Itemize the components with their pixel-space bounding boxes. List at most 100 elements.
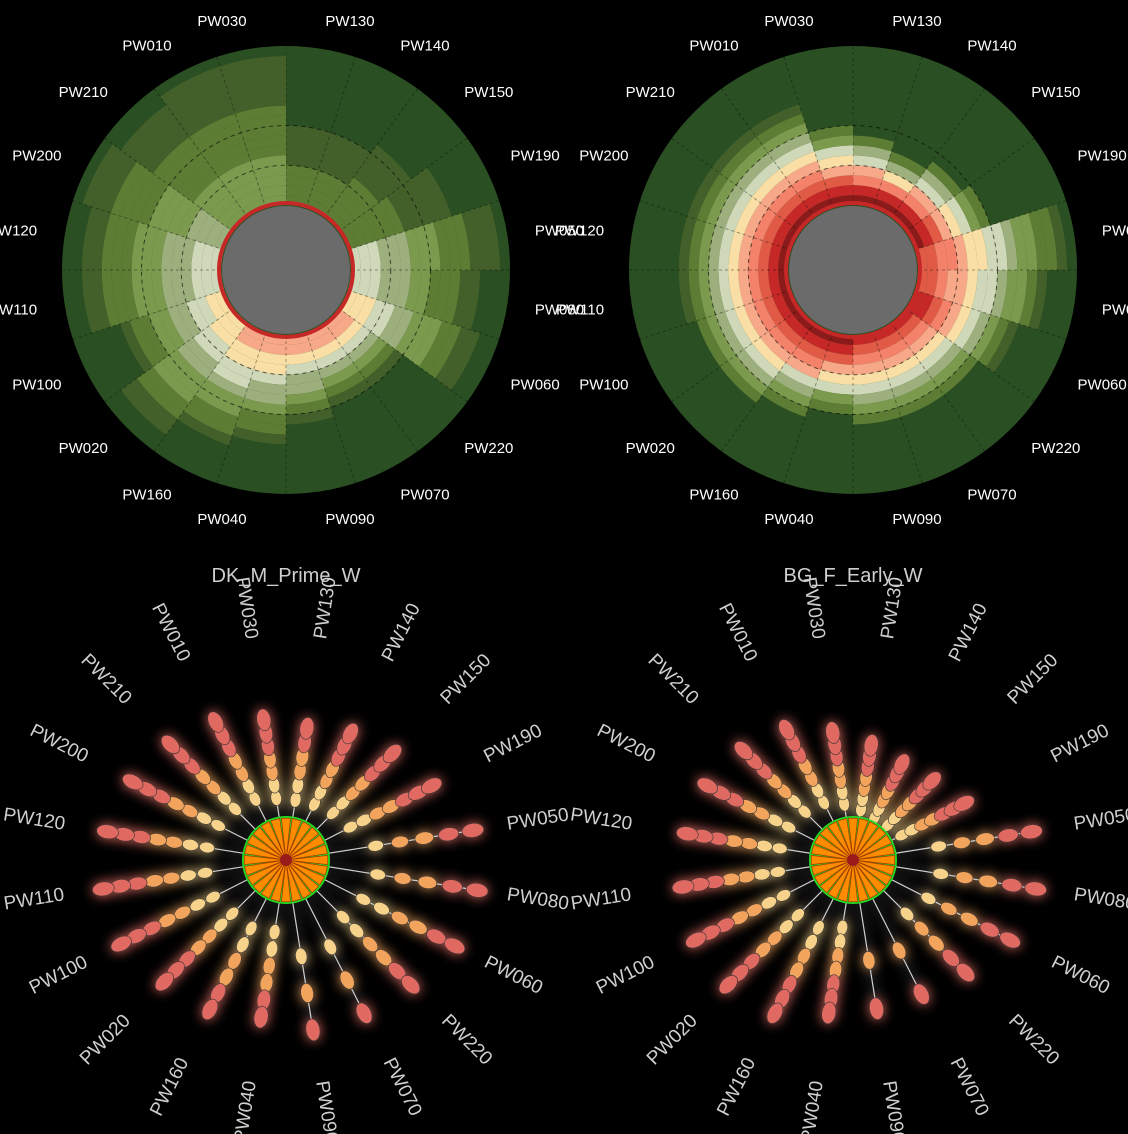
bar-segment-PW120 [71,203,92,270]
bar-segment-PW060 [402,314,433,361]
leaf-PW040 [836,919,848,936]
bar-segment-PW040 [256,350,286,365]
bar-segment-PW030 [225,75,286,95]
bar-segment-PW210 [209,193,237,221]
bar-segment-PW090 [286,379,325,395]
bar-segment-PW070 [900,394,950,427]
bar-segment-PW020 [161,354,202,395]
bar-segment-PW020 [744,343,780,379]
bar-segment-PW190 [386,190,414,232]
bar-segment-PW060 [362,299,386,332]
leaf-PW090 [869,997,884,1020]
leaf-PW110 [162,871,181,885]
bar-segment-PW070 [321,362,360,389]
bar-segment-PW150 [891,209,914,232]
star-petal [837,818,854,861]
bar-segment-PW010 [201,132,245,162]
leaf-PW060 [979,921,1000,938]
bar-segment-PW080 [1018,270,1038,327]
bar-segment-PW060 [435,326,471,385]
bar-segment-PW190 [921,214,944,244]
bar-segment-PW120 [728,231,744,270]
bar-segment-PW220 [926,343,962,379]
bar-segment-PW220 [937,354,978,395]
bar-segment-PW200 [725,190,753,232]
bar-segment-PW020 [760,331,792,363]
sector-divider [872,56,923,209]
bar-segment-PW020 [225,308,248,331]
bar-segment-PW030 [811,135,853,152]
bar-segment-PW050 [1037,206,1058,270]
bar-segment-PW100 [186,299,210,332]
leaf-PW140 [893,753,911,775]
star-petal [852,859,879,899]
sector-label-PW220: PW220 [1031,440,1080,457]
bar-segment-PW130 [286,175,316,190]
leaf-PW080 [465,882,489,898]
bar-segment-PW190 [929,208,953,241]
sector-label-PW140: PW140 [400,37,449,54]
bar-segment-PW060 [451,333,490,396]
bar-segment-PW020 [728,354,769,395]
bar-segment-PW210 [136,120,184,168]
ray-label-PW090: PW090 [878,1079,908,1134]
leaf-PW090 [295,947,308,965]
bar-segment-PW110 [738,270,754,306]
bar-segment-PW020 [169,349,207,387]
sector-divider [153,322,249,452]
bar-segment-PW010 [785,160,821,186]
bar-segment-PW060 [427,323,462,379]
bar-segment-PW160 [171,419,230,455]
bar-segment-PW160 [177,411,233,446]
leaf-glow-layer [671,719,1047,1025]
leaf-PW060 [999,931,1021,949]
bar-segment-PW050 [962,231,978,270]
leaf-PW010 [207,711,225,733]
leaf-PW210 [734,741,754,761]
bar-segment-PW030 [235,105,286,124]
leaf-PW040 [821,1001,837,1025]
star-petal [847,817,859,861]
ray-label-PW050: PW050 [505,804,570,834]
bar-segment-PW030 [222,65,286,86]
bar-segment-PW120 [141,225,159,270]
bar-segment-PW030 [238,115,286,133]
star-petal [260,821,287,861]
sector-label-PW140: PW140 [967,37,1016,54]
bar-segment-PW100 [110,323,145,379]
bar-segment-PW110 [678,270,697,324]
leaf-PW220 [913,920,930,937]
leaf-PW110 [753,868,771,881]
bar-segment-PW060 [346,293,367,320]
sector-label-PW210: PW210 [626,84,675,101]
sector-label-PW150: PW150 [464,84,513,101]
bar-segment-PW220 [359,343,395,379]
bar-segment-PW060 [953,308,981,350]
star-petal [244,844,287,861]
sector-divider [720,322,816,452]
bar-segment-PW190 [961,185,991,229]
leaf-PW080 [978,874,998,889]
bar-segment-PW120 [81,206,102,270]
bar-segment-PW210 [169,153,207,191]
leaf-PW070 [892,941,907,960]
bar-segment-PW140 [321,151,360,178]
star-petal [827,821,854,861]
bar-segment-PW080 [423,270,441,318]
bar-segment-PW070 [876,330,903,351]
bar-segment-PW050 [999,219,1018,270]
bar-segment-PW120 [101,213,121,270]
leaf-PW050 [438,827,460,842]
bar-segment-PW030 [241,125,286,143]
leaf-PW220 [401,975,421,995]
hub-rim [217,201,355,339]
bar-segment-PW080 [1037,270,1058,334]
bar-segment-PW100 [139,314,170,361]
bar-segment-PW100 [195,296,218,326]
bar-segment-PW150 [330,201,355,226]
bar-segment-PW070 [324,370,366,398]
bar-segment-PW120 [718,228,735,270]
bar-segment-PW220 [365,349,403,387]
bar-segment-PW040 [814,379,853,395]
